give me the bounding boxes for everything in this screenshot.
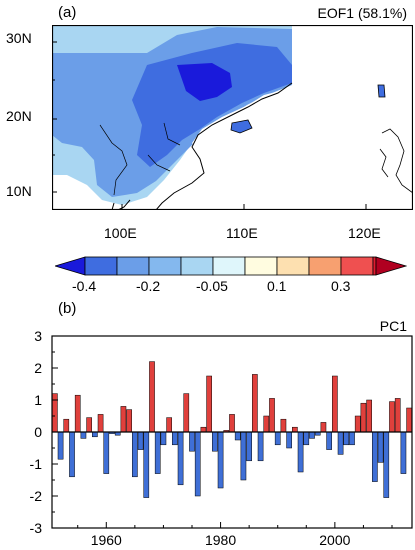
hainan-island	[230, 119, 253, 134]
pc1-bar-1975	[189, 431, 195, 452]
pc1-bar-2007	[372, 431, 378, 482]
philippines-outline	[379, 128, 413, 194]
pc1-bar-1959	[97, 414, 104, 433]
y-tick-label: 3	[34, 328, 42, 344]
pc1-bar-1971	[166, 417, 172, 433]
y-tick-label: -1	[30, 456, 43, 472]
pc1-bar-1967	[143, 431, 150, 498]
y-tick-label: 0	[34, 424, 42, 440]
pc1-bar-1964	[126, 409, 132, 433]
y-tick-label: -3	[30, 520, 43, 536]
pc1-bar-1996	[309, 431, 315, 439]
pc1-bar-1988	[263, 415, 270, 433]
colorbar-label-2: -0.2	[136, 278, 161, 294]
pc1-bar-2001	[337, 431, 344, 455]
x-tick-label: 2000	[319, 532, 350, 548]
panel-b-title: PC1	[379, 318, 407, 334]
pc1-bar-1966	[137, 431, 144, 450]
pc1-bar-2013	[406, 407, 412, 433]
pc1-bar-1968	[149, 361, 155, 433]
eof-shade-strong	[132, 43, 292, 167]
colorbar-left-arrow	[55, 256, 86, 276]
pc1-bar-1992	[286, 431, 292, 449]
colorbar-label-5: 0.3	[331, 278, 351, 294]
pc1-bar-chart: 3 2 1 0 -1 -2 -3 1960 1980 2000	[30, 328, 413, 548]
pc1-bar-1965	[132, 431, 138, 478]
pc1-bar-2008	[377, 431, 384, 463]
pc1-bar-1979	[212, 431, 218, 452]
pc1-bar-2004	[354, 415, 361, 433]
pc1-bar-1993	[292, 426, 298, 433]
pc1-bar-1983	[234, 431, 241, 441]
colorbar-label-1: -0.4	[72, 278, 97, 294]
lon-tick-120e: 120E	[348, 225, 381, 241]
colorbar-right-arrow	[375, 256, 407, 276]
pc1-bar-1969	[154, 431, 161, 474]
pc1-bar-1955	[74, 394, 81, 433]
pc1-bar-2003	[349, 431, 355, 446]
pc1-bar-1963	[120, 406, 127, 433]
y-tick-label: 1	[34, 392, 42, 408]
pc1-bar-1978	[206, 375, 212, 433]
colorbar	[55, 256, 407, 276]
eof-map	[52, 25, 413, 210]
panel-a-title: EOF1 (58.1%)	[317, 5, 407, 21]
pc1-bar-1972	[172, 431, 178, 446]
pc1-bar-1984	[240, 431, 247, 481]
pc1-bar-1974	[183, 393, 190, 433]
pc1-bar-1951	[52, 393, 58, 433]
eof-shade-core	[177, 63, 232, 101]
pc1-bar-1998	[320, 422, 327, 433]
pc1-bar-1987	[257, 431, 264, 462]
panel-b-label: (b)	[58, 300, 77, 317]
pc1-bar-1954	[69, 431, 75, 478]
pc1-bar-1989	[269, 398, 275, 433]
colorbar-label-3: -0.05	[196, 278, 228, 294]
pc1-bar-1986	[252, 374, 258, 433]
panel-a-label: (a)	[58, 4, 77, 21]
pc1-bar-2009	[383, 431, 390, 498]
colorbar-label-4: 0.1	[267, 278, 287, 294]
pc1-bar-2010	[389, 401, 395, 433]
pc1-bar-2000	[332, 375, 338, 433]
pc1-bar-2005	[360, 402, 367, 433]
pc1-bar-1958	[92, 431, 98, 438]
pc1-bar-1980	[217, 431, 224, 489]
pc1-bar-1985	[246, 431, 252, 462]
pc1-bar-1982	[229, 414, 235, 433]
country-borders	[99, 122, 181, 196]
pc1-bar-1973	[177, 431, 184, 486]
pc1-bar-1970	[160, 431, 167, 446]
pc1-bar-1995	[303, 431, 310, 446]
pc1-bar-2011	[394, 398, 401, 433]
pc1-bar-1994	[297, 431, 304, 473]
pc1-bar-1990	[274, 431, 281, 446]
taiwan-island	[377, 84, 386, 98]
pc1-bar-1977	[200, 426, 207, 433]
pc1-bar-1956	[80, 431, 87, 439]
lat-tick-30n: 30N	[6, 30, 32, 46]
lat-tick-20n: 20N	[6, 108, 32, 124]
x-tick-label: 1960	[91, 532, 122, 548]
sea-area	[162, 25, 413, 210]
pc1-bar-1999	[326, 431, 332, 450]
x-tick-label: 1980	[205, 532, 236, 548]
pc1-bar-1957	[86, 417, 92, 433]
lon-tick-110e: 110E	[226, 225, 258, 241]
pc1-bar-2002	[343, 431, 350, 446]
pc1-bar-2006	[366, 399, 372, 433]
pc1-bar-1953	[63, 418, 70, 433]
y-tick-label: 2	[34, 360, 42, 376]
pc1-bar-2012	[400, 431, 407, 474]
lon-tick-100e: 100E	[104, 225, 137, 241]
pc1-bar-1952	[57, 431, 64, 460]
pc1-bar-1976	[194, 431, 201, 497]
pc1-bar-1960	[103, 431, 110, 474]
lat-tick-10n: 10N	[6, 183, 32, 199]
y-tick-label: -2	[30, 488, 43, 504]
pc1-bar-1991	[280, 418, 287, 433]
